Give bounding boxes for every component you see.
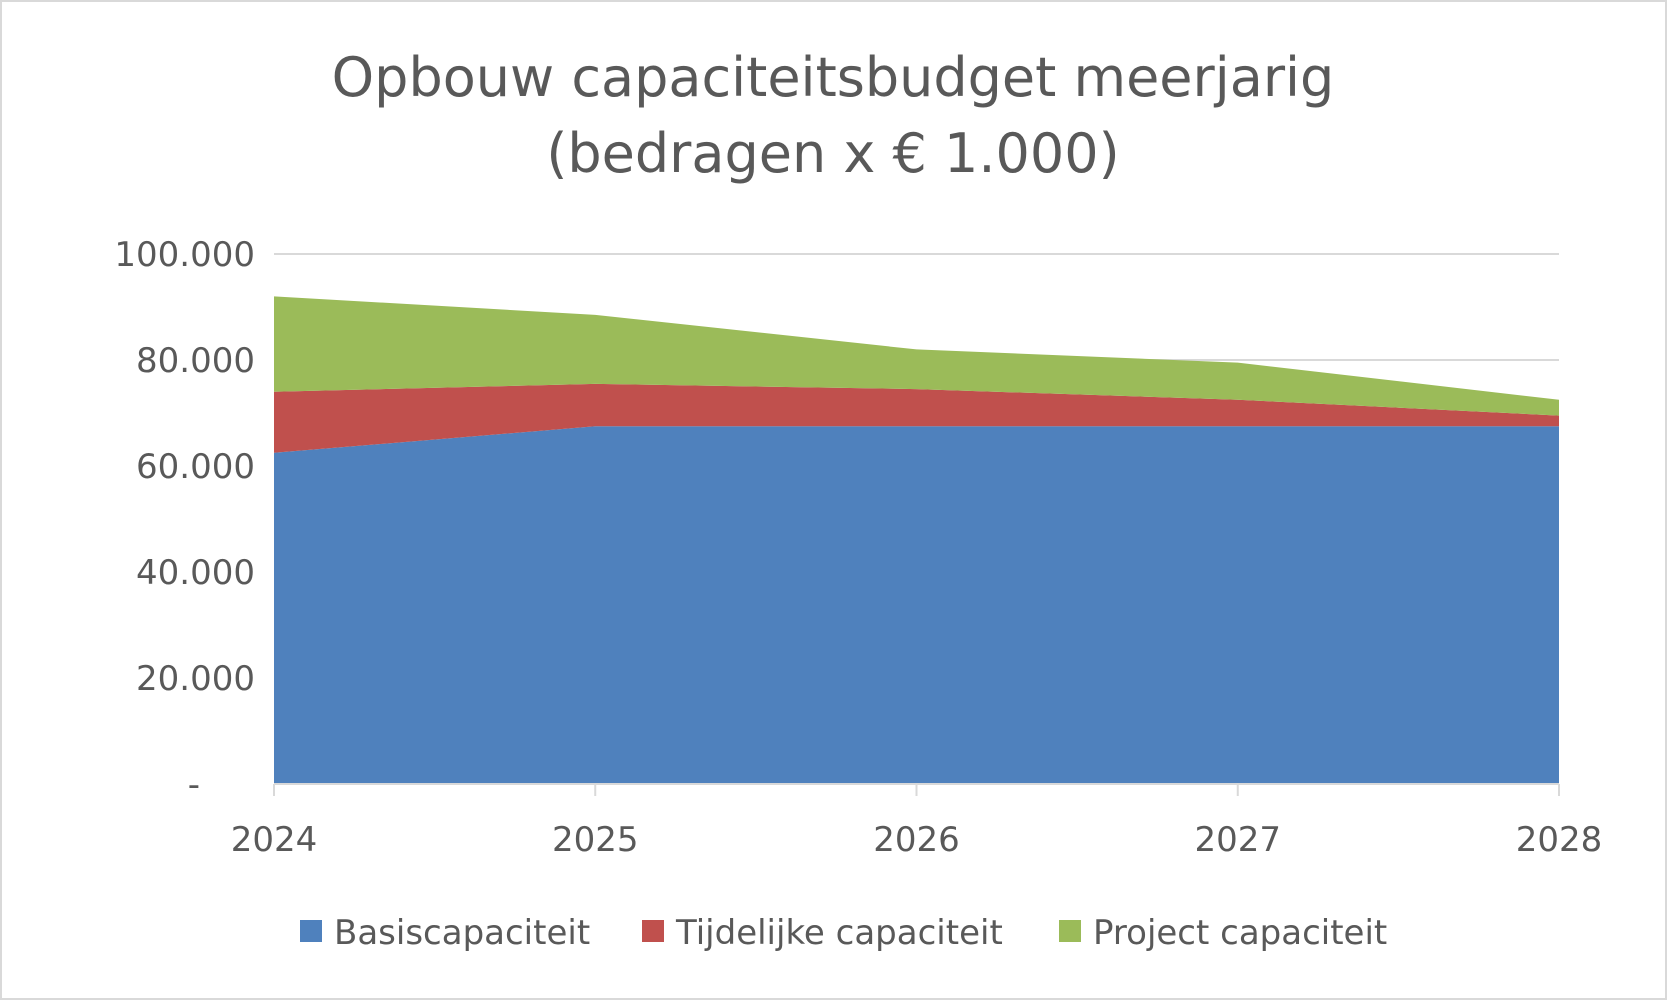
x-tick-label: 2027 — [1194, 820, 1281, 860]
y-tick-label: 60.000 — [136, 447, 255, 487]
x-tick-label: 2028 — [1516, 820, 1603, 860]
legend-swatch — [642, 920, 664, 942]
area-series-3 — [274, 296, 1559, 416]
legend-label: Basiscapaciteit — [334, 913, 590, 953]
legend-item-2: Tijdelijke capaciteit — [642, 913, 1003, 953]
x-tick-label: 2024 — [231, 820, 318, 860]
area-series-1 — [274, 426, 1559, 784]
legend-swatch — [1059, 920, 1081, 942]
y-tick-label: 100.000 — [114, 235, 255, 275]
legend-item-3: Project capaciteit — [1059, 913, 1387, 953]
legend-item-1: Basiscapaciteit — [300, 913, 590, 953]
axes: - 20.000 40.000 60.000 80.000 100.000 2024 2025… — [114, 235, 1602, 860]
legend-swatch — [300, 920, 322, 942]
x-tick-label: 2026 — [873, 820, 960, 860]
y-tick-label: 40.000 — [136, 553, 255, 593]
area-series-2 — [274, 383, 1559, 453]
y-tick-label: 20.000 — [136, 659, 255, 699]
plot-areas — [274, 296, 1559, 784]
y-tick-label: - — [188, 765, 200, 805]
y-tick-label: 80.000 — [136, 341, 255, 381]
chart-subtitle: (bedragen x € 1.000) — [546, 122, 1119, 185]
legend-label: Tijdelijke capaciteit — [675, 913, 1003, 953]
legend-label: Project capaciteit — [1093, 913, 1387, 953]
x-tick-label: 2025 — [552, 820, 639, 860]
chart-title: Opbouw capaciteitsbudget meerjarig — [332, 46, 1335, 109]
legend: Basiscapaciteit Tijdelijke capaciteit Proj… — [300, 913, 1387, 953]
